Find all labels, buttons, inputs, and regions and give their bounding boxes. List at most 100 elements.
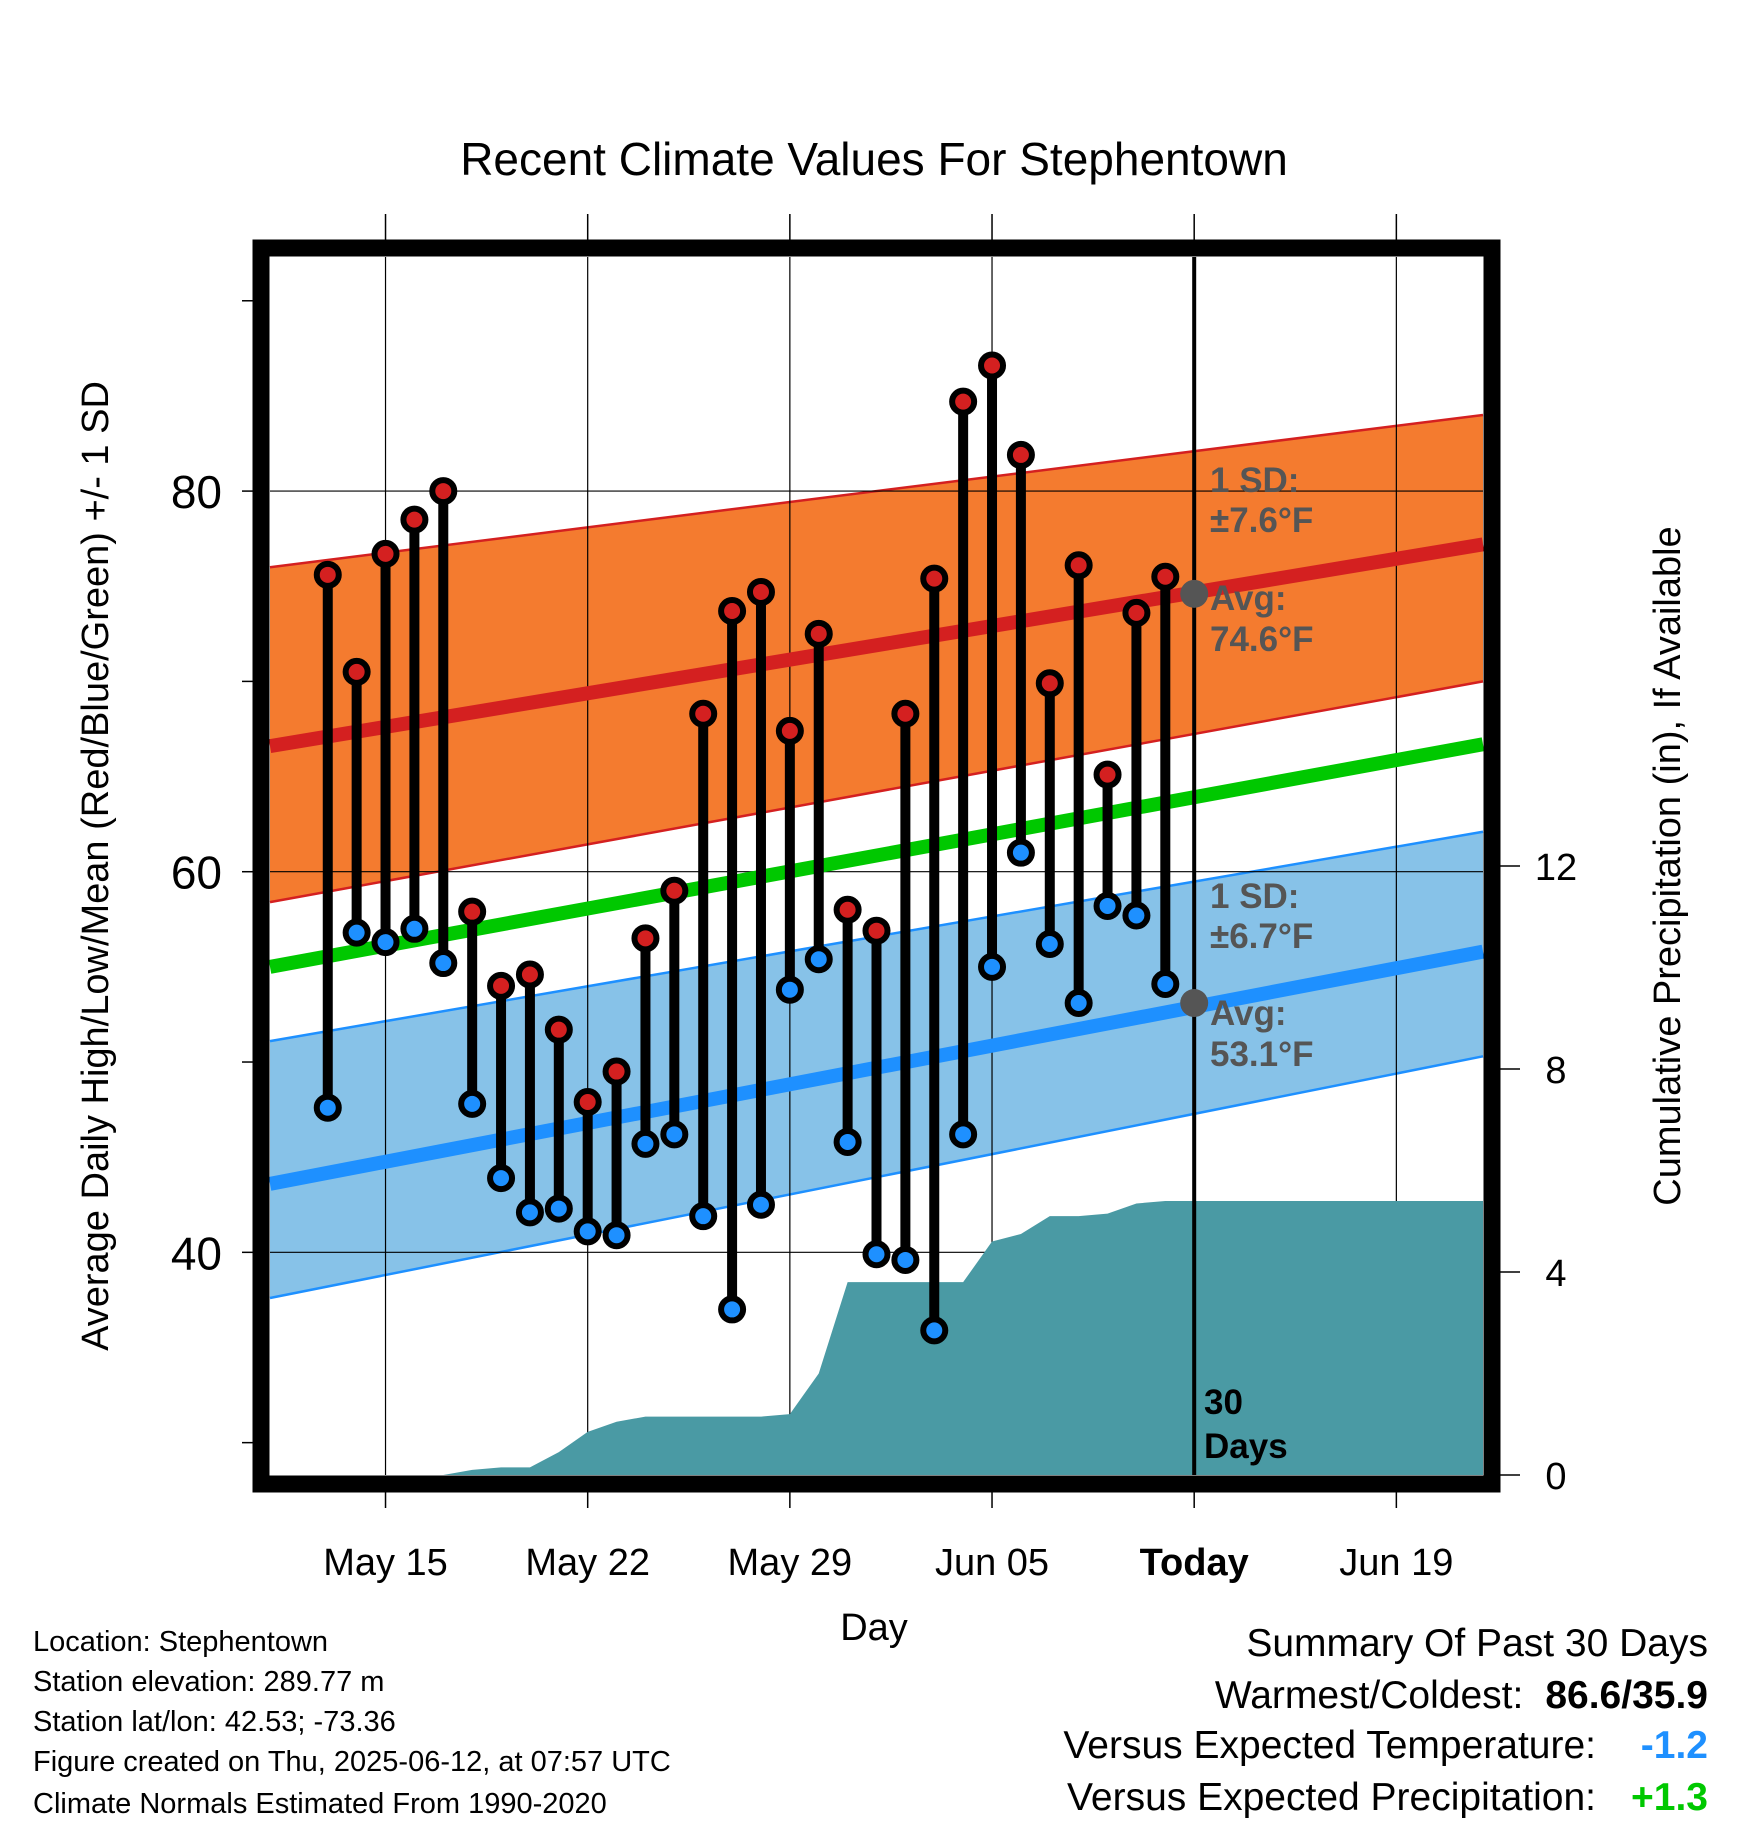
daily-low-point	[862, 1240, 891, 1269]
daily-low-point	[1006, 838, 1035, 867]
daily-low-point	[458, 1089, 487, 1118]
daily-high-point	[1122, 598, 1151, 627]
annotation-line: 53.1°F	[1210, 1035, 1314, 1074]
daily-low-point	[429, 949, 458, 978]
summary-temperature: Versus Expected Temperature: -1.2	[1063, 1724, 1708, 1768]
x-tick-label: Today	[1140, 1542, 1249, 1584]
daily-low-point	[689, 1202, 718, 1231]
daily-high-point	[660, 876, 689, 905]
location-text: Location: Stephentown	[33, 1626, 329, 1658]
x-axis-label: Day	[840, 1607, 908, 1649]
daily-low-point	[1151, 969, 1180, 998]
daily-high-point	[487, 971, 516, 1000]
daily-high-point	[920, 564, 949, 593]
low-average-annotation: Avg: 53.1°F	[1210, 994, 1314, 1074]
x-tick-label: Jun 19	[1339, 1542, 1453, 1584]
daily-high-point	[1093, 760, 1122, 789]
daily-low-point	[1035, 930, 1064, 959]
daily-low-point	[833, 1127, 862, 1156]
chart-title: Recent Climate Values For Stephentown	[460, 133, 1288, 185]
normals-text: Climate Normals Estimated From 1990-2020	[33, 1788, 607, 1820]
daily-low-point	[487, 1164, 516, 1193]
precipitation-departure-value: +1.3	[1631, 1776, 1708, 1819]
warmest-coldest-value: 86.6/35.9	[1545, 1674, 1708, 1717]
annotation-line: Days	[1204, 1427, 1288, 1466]
daily-high-point	[602, 1057, 631, 1086]
daily-low-point	[775, 975, 804, 1004]
daily-high-point	[515, 960, 544, 989]
daily-high-point	[746, 577, 775, 606]
daily-high-point	[949, 387, 978, 416]
high-sd-band-fill	[270, 414, 1483, 903]
daily-high-point	[400, 505, 429, 534]
y2-tick-label: 12	[1535, 847, 1577, 889]
annotation-line: 1 SD:	[1210, 461, 1299, 500]
daily-high-point	[342, 657, 371, 686]
daily-high-point	[1064, 551, 1093, 580]
daily-high-point	[631, 924, 660, 953]
daily-low-point	[342, 918, 371, 947]
daily-high-point	[804, 619, 833, 648]
daily-high-point	[1006, 440, 1035, 469]
daily-low-point	[371, 928, 400, 957]
daily-high-point	[891, 699, 920, 728]
annotation-line: 74.6°F	[1210, 620, 1314, 659]
normal-annotations: 1 SD: ±7.6°F Avg: 74.6°F 1 SD: ±6.7°F Avg: 5…	[1204, 461, 1314, 1466]
high-sd-annotation: 1 SD: ±7.6°F	[1210, 461, 1313, 540]
daily-low-point	[544, 1194, 573, 1223]
precipitation-label: Versus Expected Precipitation:	[1067, 1776, 1596, 1819]
warmest-coldest-label: Warmest/Coldest:	[1214, 1674, 1524, 1717]
daily-high-point	[313, 560, 342, 589]
today-high-average-marker	[1180, 579, 1209, 608]
cumulative-precipitation-area	[270, 1200, 1483, 1475]
daily-high-point	[544, 1015, 573, 1044]
annotation-line: ±6.7°F	[1210, 917, 1313, 956]
daily-low-point	[718, 1295, 747, 1324]
annotation-line: ±7.6°F	[1210, 501, 1313, 540]
summary-title: Summary Of Past 30 Days	[1246, 1622, 1708, 1665]
daily-high-point	[718, 596, 747, 625]
plot-frame	[252, 239, 1501, 1493]
high-sd-lower-line	[269, 680, 1484, 904]
daily-low-point	[746, 1190, 775, 1219]
temperature-departure-value: -1.2	[1640, 1724, 1708, 1767]
daily-low-point	[400, 914, 429, 943]
summary-precipitation: Versus Expected Precipitation: +1.3	[1067, 1776, 1708, 1820]
high-average-annotation: Avg: 74.6°F	[1210, 579, 1314, 659]
daily-low-point	[978, 952, 1007, 981]
daily-high-point	[689, 699, 718, 728]
y-tick-label: 80	[171, 466, 222, 518]
daily-low-point	[891, 1245, 920, 1274]
annotation-line: 30	[1204, 1383, 1243, 1422]
annotation-line: Avg:	[1210, 994, 1286, 1033]
y2-tick-label: 4	[1545, 1253, 1566, 1295]
daily-low-point	[920, 1316, 949, 1345]
daily-high-point	[371, 539, 400, 568]
daily-high-point	[833, 895, 862, 924]
annotation-line: Avg:	[1210, 579, 1286, 618]
daily-high-point	[775, 716, 804, 745]
elevation-text: Station elevation: 289.77 m	[33, 1666, 385, 1698]
x-tick-label: May 29	[728, 1542, 853, 1584]
daily-low-point	[804, 945, 833, 974]
temperature-label: Versus Expected Temperature:	[1063, 1724, 1596, 1767]
daily-low-point	[1122, 901, 1151, 930]
daily-low-point	[602, 1221, 631, 1250]
y2-tick-label: 8	[1545, 1050, 1566, 1092]
daily-low-point	[949, 1120, 978, 1149]
daily-high-point	[862, 916, 891, 945]
daily-high-point	[978, 351, 1007, 380]
daily-low-point	[631, 1129, 660, 1158]
y2-tick-label: 0	[1545, 1456, 1566, 1498]
y2-axis-label: Cumulative Precipitation (in), If Availa…	[1647, 526, 1689, 1205]
window-days-annotation: 30 Days	[1204, 1383, 1288, 1466]
y-tick-label: 40	[171, 1227, 222, 1279]
x-tick-label: Jun 05	[935, 1542, 1049, 1584]
y-axis-label: Average Daily High/Low/Mean (Red/Blue/Gr…	[75, 381, 117, 1351]
y-axis-left: 40 60 80	[171, 300, 253, 1444]
high-average-line	[268, 537, 1485, 754]
daily-low-point	[1093, 891, 1122, 920]
daily-high-point	[573, 1087, 602, 1116]
daily-low-point	[1064, 989, 1093, 1018]
